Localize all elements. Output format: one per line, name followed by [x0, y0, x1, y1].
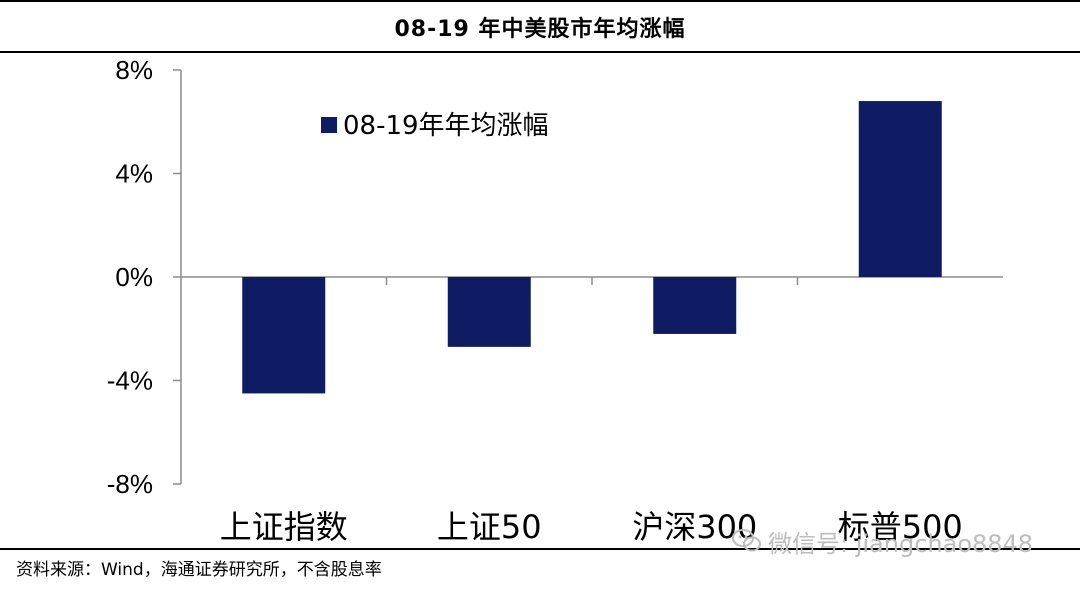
y-tick-label: -4%: [107, 366, 153, 396]
chart-title: 08-19 年中美股市年均涨幅: [394, 16, 686, 42]
bar: [858, 101, 942, 277]
chart-title-bar: 08-19 年中美股市年均涨幅: [0, 0, 1080, 53]
x-tick-label: 标普500: [838, 508, 963, 545]
legend-label: 08-19年年均涨幅: [343, 111, 549, 141]
x-tick-label: 上证50: [437, 508, 542, 545]
bar: [242, 277, 326, 394]
y-tick-label: 8%: [115, 55, 153, 85]
legend-swatch: [321, 117, 337, 133]
watermark-text: 微信号: jiangchao8848: [768, 529, 1034, 558]
bar-chart: -8% -4% 0% 4% 8% 08-19年年均涨幅 上证指数 上证50 沪深300 标普5…: [107, 55, 1003, 545]
bottom-divider: [0, 548, 1080, 550]
x-tick-label: 上证指数: [220, 508, 348, 545]
chart-area: -8% -4% 0% 4% 8% 08-19年年均涨幅 上证指数 上证50 沪深300 标普5…: [0, 55, 1080, 545]
x-tick-label: 沪深300: [632, 508, 757, 545]
y-tick-label: -8%: [107, 469, 153, 499]
watermark: 微信号: jiangchao8848: [732, 526, 1034, 558]
wechat-icon: [732, 529, 761, 552]
y-tick-label: 0%: [115, 262, 153, 292]
source-note: 资料来源：Wind，海通证券研究所，不含股息率: [16, 560, 382, 580]
bar: [447, 277, 531, 347]
bar: [653, 277, 737, 334]
y-tick-label: 4%: [115, 159, 153, 189]
